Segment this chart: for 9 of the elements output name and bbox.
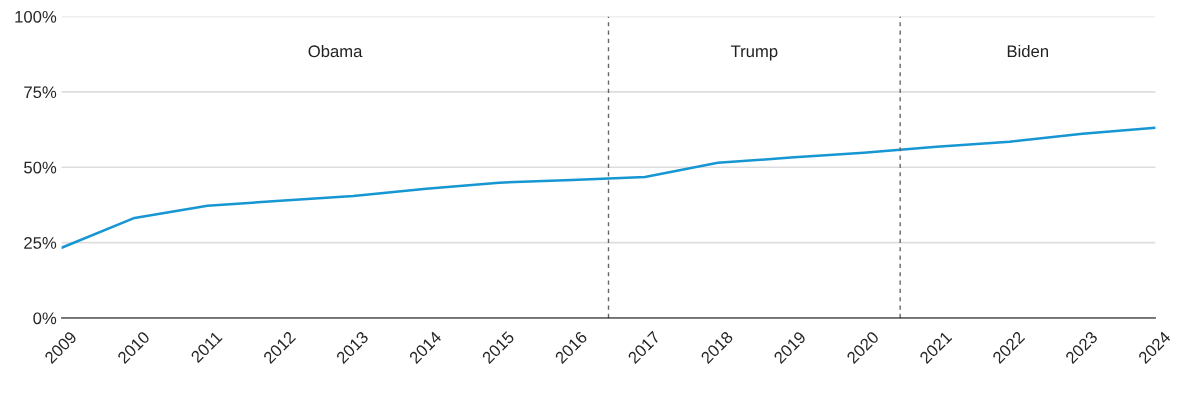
- line-series: [61, 126, 1156, 250]
- y-tick-label: 50%: [24, 161, 57, 174]
- y-tick-label: 75%: [24, 86, 57, 99]
- y-tick-label: 0%: [33, 312, 57, 325]
- annotation: Biden: [1007, 44, 1048, 58]
- annotation: Trump: [730, 45, 778, 61]
- y-tick-label: 100%: [15, 10, 57, 23]
- annotation: Obama: [308, 44, 363, 58]
- y-tick-label: 25%: [24, 237, 57, 249]
